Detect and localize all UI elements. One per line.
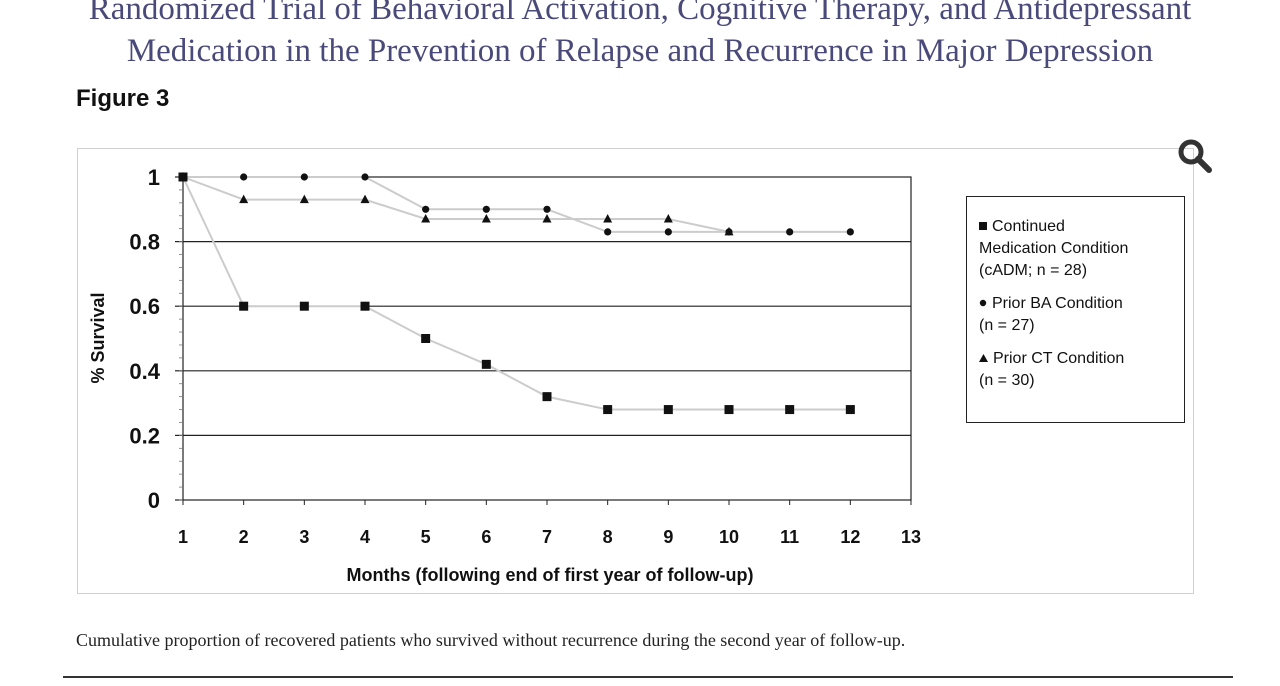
data-point-triangle: [239, 194, 249, 204]
x-axis-label: Months (following end of first year of f…: [347, 565, 754, 585]
page-title: Randomized Trial of Behavioral Activatio…: [0, 0, 1280, 72]
legend-label: Prior CT Condition: [993, 350, 1125, 367]
data-point-circle: [543, 205, 551, 213]
x-tick-label: 10: [719, 527, 739, 547]
data-point-triangle: [542, 213, 552, 223]
square-marker-icon: [979, 215, 987, 237]
y-tick-label: 1: [148, 165, 160, 190]
data-point-square: [663, 405, 673, 415]
circle-marker-icon: [979, 292, 987, 314]
legend-label: Continued: [992, 218, 1065, 235]
x-tick-label: 9: [663, 527, 673, 547]
x-tick-label: 12: [840, 527, 860, 547]
data-point-triangle: [178, 172, 188, 181]
data-point-triangle: [724, 226, 734, 236]
data-point-triangle: [299, 194, 309, 204]
x-tick-label: 1: [178, 527, 188, 547]
data-point-square: [542, 392, 552, 402]
data-point-square: [299, 301, 309, 311]
series-line: [183, 176, 851, 233]
chart-legend: Continued Medication Condition (cADM; n …: [966, 196, 1185, 423]
figure-caption: Cumulative proportion of recovered patie…: [76, 630, 906, 650]
data-point-square: [724, 405, 734, 415]
y-tick-label: 0.4: [129, 359, 160, 384]
title-line-1: Randomized Trial of Behavioral Activatio…: [88, 0, 1192, 27]
divider: [63, 676, 1233, 678]
y-tick-label: 0.2: [129, 423, 160, 448]
plot-frame: [182, 176, 912, 501]
data-point-triangle: [663, 213, 673, 223]
data-point-circle: [786, 228, 794, 236]
data-point-square: [785, 405, 795, 415]
data-point-triangle: [603, 213, 613, 223]
data-point-square: [360, 301, 370, 311]
y-tick-label: 0.6: [129, 294, 160, 319]
data-point-square: [421, 334, 431, 343]
legend-item-cadm: Continued Medication Condition (cADM; n …: [979, 215, 1174, 282]
data-point-square: [481, 359, 491, 369]
data-point-circle: [846, 228, 854, 236]
x-tick-label: 3: [299, 527, 309, 547]
series-line: [182, 176, 730, 233]
data-point-circle: [240, 173, 248, 181]
x-tick-label: 7: [542, 527, 552, 547]
x-tick-label: 8: [603, 527, 613, 547]
y-tick-label: 0.8: [129, 230, 160, 255]
data-point-circle: [664, 228, 672, 236]
data-point-triangle: [360, 194, 370, 204]
data-point-circle: [422, 205, 430, 213]
data-point-square: [603, 405, 613, 415]
data-point-circle: [482, 205, 490, 213]
data-point-square: [845, 405, 855, 415]
data-point-triangle: [481, 213, 491, 223]
legend-label: Prior BA Condition: [992, 295, 1123, 312]
x-tick-label: 2: [239, 527, 249, 547]
legend-label: (n = 30): [979, 372, 1035, 389]
figure-label: Figure 3: [76, 85, 170, 112]
data-point-triangle: [421, 213, 431, 223]
x-tick-label: 13: [901, 527, 921, 547]
legend-label: (n = 27): [979, 317, 1035, 334]
magnifier-icon[interactable]: [1176, 136, 1216, 181]
x-tick-label: 4: [360, 527, 370, 547]
data-point-circle: [604, 228, 612, 236]
x-tick-label: 5: [421, 527, 431, 547]
data-point-circle: [300, 173, 308, 181]
y-tick-label: 0: [148, 488, 160, 513]
triangle-marker-icon: [979, 347, 988, 369]
x-tick-label: 11: [780, 527, 799, 547]
data-point-circle: [361, 173, 369, 181]
legend-item-ba: Prior BA Condition (n = 27): [979, 292, 1174, 337]
series-line: [182, 176, 851, 411]
legend-label: Medication Condition: [979, 240, 1129, 257]
legend-item-ct: Prior CT Condition (n = 30): [979, 347, 1174, 392]
data-point-square: [239, 301, 249, 311]
legend-label: (cADM; n = 28): [979, 262, 1088, 279]
title-line-2: Medication in the Prevention of Relapse …: [126, 33, 1154, 69]
y-axis-label: % Survival: [88, 292, 108, 383]
figure-panel: [77, 148, 1194, 594]
x-tick-label: 6: [481, 527, 491, 547]
